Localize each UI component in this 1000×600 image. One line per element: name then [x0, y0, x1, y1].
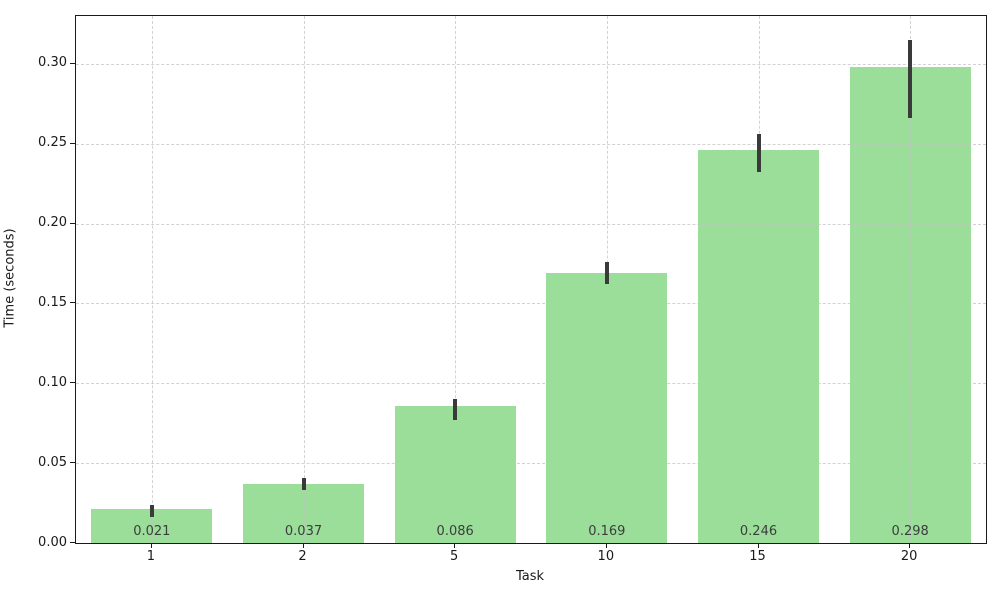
- x-tick-mark: [302, 543, 304, 548]
- bar: [546, 273, 668, 543]
- bar-value-label: 0.246: [739, 524, 778, 539]
- bar-value-label: 0.298: [891, 524, 929, 539]
- error-bar: [149, 504, 154, 518]
- y-tick-label: 0.30: [38, 55, 67, 71]
- x-tick-label: 5: [450, 549, 459, 564]
- x-axis-label: Task: [515, 569, 545, 584]
- y-tick-label: 0.00: [38, 534, 67, 550]
- bar-value-label: 0.021: [133, 524, 171, 539]
- y-tick-label: 0.10: [38, 374, 67, 390]
- y-tick-mark: [70, 142, 75, 144]
- horizontal-gridline: [76, 463, 986, 465]
- x-tick-label: 15: [749, 549, 766, 564]
- bar-value-label: 0.169: [588, 524, 626, 539]
- vertical-gridline: [758, 16, 760, 543]
- x-tick-label: 2: [298, 549, 307, 564]
- error-bar: [301, 477, 306, 491]
- x-tick-label: 1: [146, 549, 155, 564]
- x-tick-label: 20: [900, 549, 918, 564]
- y-tick-mark: [70, 222, 75, 224]
- bar-value-label: 0.037: [284, 524, 323, 539]
- x-tick-mark: [909, 543, 911, 548]
- y-tick-mark: [70, 62, 75, 64]
- bar: [242, 483, 365, 543]
- x-tick-mark: [605, 543, 607, 548]
- horizontal-gridline: [76, 383, 986, 385]
- error-bar: [453, 399, 458, 421]
- vertical-gridline: [151, 16, 153, 543]
- error-bar: [908, 39, 913, 119]
- vertical-gridline: [910, 16, 912, 543]
- x-tick-mark: [757, 543, 759, 548]
- horizontal-gridline: [76, 63, 986, 65]
- error-bar: [756, 134, 761, 173]
- y-tick-label: 0.05: [38, 454, 67, 470]
- error-bar: [604, 261, 609, 285]
- x-tick-label: 10: [597, 549, 615, 564]
- y-axis-label: Time (seconds): [2, 228, 18, 328]
- y-tick-mark: [70, 542, 75, 543]
- y-tick-label: 0.25: [38, 135, 67, 151]
- y-tick-mark: [70, 382, 75, 384]
- horizontal-gridline: [76, 223, 986, 225]
- y-tick-label: 0.20: [38, 215, 67, 231]
- x-tick-mark: [454, 543, 456, 548]
- horizontal-gridline: [76, 143, 986, 145]
- y-tick-mark: [70, 302, 75, 304]
- vertical-gridline: [455, 16, 457, 543]
- y-tick-mark: [70, 462, 75, 464]
- y-tick-label: 0.15: [38, 294, 67, 310]
- plot-area: 0.021 0.037 0.086 0.169 0.246 0.298: [75, 15, 987, 544]
- bar: [697, 150, 820, 543]
- x-tick-mark: [150, 543, 152, 548]
- bar-value-label: 0.086: [436, 524, 474, 539]
- vertical-gridline: [303, 16, 305, 543]
- horizontal-gridline: [76, 303, 986, 305]
